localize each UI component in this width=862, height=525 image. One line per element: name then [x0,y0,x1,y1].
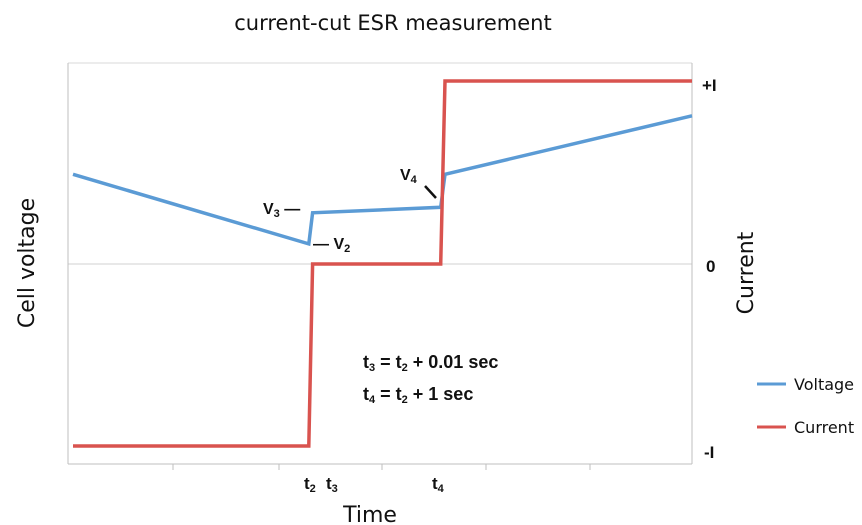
x-tick-t2: t2 [304,474,316,495]
annotation-v4-pointer [424,185,437,199]
annotation-v3: V3 — [263,201,300,220]
plot-frame [67,62,693,470]
series-line-current [73,79,692,448]
right-tick-minus-i: -I [704,443,714,462]
legend: Voltage Current [757,375,854,437]
right-tick-plus-i: +I [702,76,717,95]
right-tick-zero: 0 [706,257,715,276]
annotation-v4: V4 [400,167,418,186]
equation-t4: t4 = t2 + 1 sec [363,384,473,406]
left-axis-title: Cell voltage [15,198,40,328]
legend-voltage-label: Voltage [794,375,854,394]
right-axis-title: Current [734,231,759,314]
legend-current-label: Current [794,418,854,437]
series-line-voltage [72,114,693,247]
x-axis-title: Time [342,503,397,525]
chart-title: current-cut ESR measurement [234,11,551,35]
equation-t3: t3 = t2 + 0.01 sec [363,352,498,374]
x-tick-t3: t3 [326,474,338,495]
series-layer [72,79,693,448]
x-tick-t4: t4 [432,474,445,495]
annotation-v2: — V2 [313,236,350,255]
